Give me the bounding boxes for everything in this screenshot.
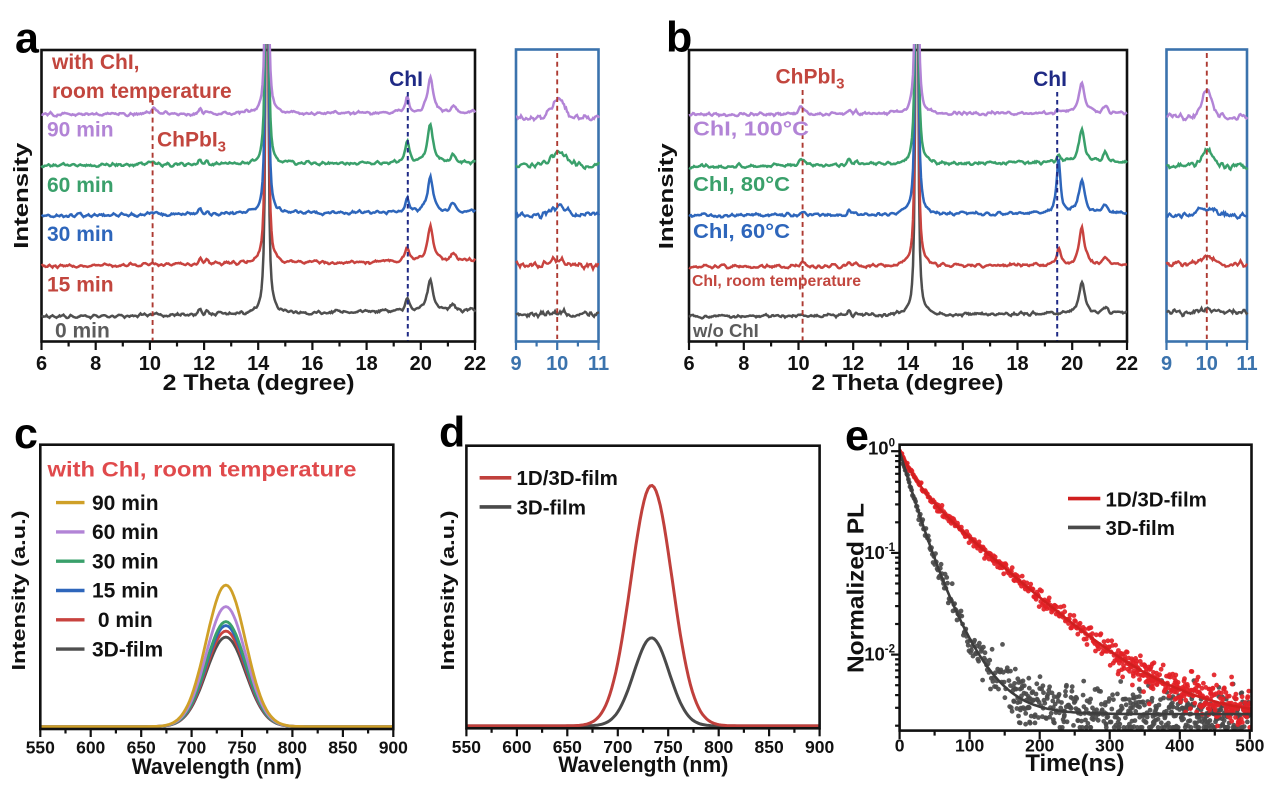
svg-text:Intensity: Intensity xyxy=(656,142,678,249)
svg-text:300: 300 xyxy=(1095,736,1124,756)
svg-text:550: 550 xyxy=(26,738,55,758)
svg-text:15 min: 15 min xyxy=(47,273,114,296)
svg-text:10: 10 xyxy=(139,353,161,375)
svg-text:ChI, 100°C: ChI, 100°C xyxy=(693,117,809,140)
svg-text:w/o ChI: w/o ChI xyxy=(692,320,759,341)
svg-text:1D/3D-film: 1D/3D-film xyxy=(1106,488,1207,511)
svg-text:2 Theta (degree): 2 Theta (degree) xyxy=(163,370,355,395)
svg-text:d: d xyxy=(439,409,465,457)
svg-text:3D-film: 3D-film xyxy=(1106,517,1175,540)
svg-text:10-1: 10-1 xyxy=(864,542,895,563)
svg-text:90 min: 90 min xyxy=(47,119,114,142)
svg-text:c: c xyxy=(14,410,38,458)
svg-text:e: e xyxy=(845,412,869,460)
svg-text:18: 18 xyxy=(1006,353,1028,375)
svg-text:with ChI, room temperature: with ChI, room temperature xyxy=(46,459,356,482)
svg-text:30 min: 30 min xyxy=(92,550,159,573)
svg-text:20: 20 xyxy=(1061,353,1083,375)
svg-text:200: 200 xyxy=(1025,736,1054,756)
svg-text:Wavelength (nm): Wavelength (nm) xyxy=(558,752,728,777)
svg-text:11: 11 xyxy=(1236,353,1257,375)
svg-text:700: 700 xyxy=(177,738,206,758)
svg-text:650: 650 xyxy=(127,738,156,758)
svg-text:Intensity (a.u.): Intensity (a.u.) xyxy=(9,511,29,671)
svg-text:Wavelength (nm): Wavelength (nm) xyxy=(132,754,302,779)
svg-text:room temperature: room temperature xyxy=(52,80,232,103)
svg-text:650: 650 xyxy=(553,737,582,757)
svg-text:600: 600 xyxy=(502,737,531,757)
svg-text:1D/3D-film: 1D/3D-film xyxy=(517,467,618,490)
svg-text:9: 9 xyxy=(1161,353,1172,375)
svg-text:30 min: 30 min xyxy=(47,223,114,246)
svg-text:with ChI,: with ChI, xyxy=(51,51,140,74)
svg-text:ChI: ChI xyxy=(1033,68,1067,91)
svg-text:90 min: 90 min xyxy=(92,492,159,515)
svg-text:16: 16 xyxy=(952,353,974,375)
svg-text:550: 550 xyxy=(452,737,481,757)
svg-text:9: 9 xyxy=(510,353,521,375)
svg-text:ChI: ChI xyxy=(389,68,423,91)
svg-text:60 min: 60 min xyxy=(92,521,159,544)
svg-text:3D-film: 3D-film xyxy=(92,638,163,661)
svg-text:600: 600 xyxy=(76,738,105,758)
svg-text:900: 900 xyxy=(805,737,834,757)
svg-text:8: 8 xyxy=(738,353,749,375)
svg-text:15 min: 15 min xyxy=(92,580,159,603)
svg-text:16: 16 xyxy=(301,353,323,375)
svg-text:Intensity (a.u.): Intensity (a.u.) xyxy=(438,511,458,671)
svg-text:11: 11 xyxy=(588,353,609,375)
svg-text:12: 12 xyxy=(842,353,864,375)
svg-text:ChPbI3: ChPbI3 xyxy=(157,129,226,156)
svg-text:10: 10 xyxy=(787,353,809,375)
svg-text:800: 800 xyxy=(278,738,307,758)
svg-text:100: 100 xyxy=(868,438,895,459)
svg-text:10: 10 xyxy=(546,353,568,375)
svg-text:700: 700 xyxy=(603,737,632,757)
svg-text:14: 14 xyxy=(247,353,270,375)
svg-text:10: 10 xyxy=(1196,353,1218,375)
svg-text:3D-film: 3D-film xyxy=(517,496,586,519)
svg-text:750: 750 xyxy=(227,738,256,758)
svg-text:a: a xyxy=(15,15,40,63)
svg-text:ChPbI3: ChPbI3 xyxy=(775,66,844,93)
svg-text:850: 850 xyxy=(328,738,357,758)
svg-text:0 min: 0 min xyxy=(55,320,110,343)
svg-text:22: 22 xyxy=(464,353,486,375)
svg-text:b: b xyxy=(666,14,692,62)
svg-text:ChI, 60°C: ChI, 60°C xyxy=(693,220,790,243)
svg-text:0 min: 0 min xyxy=(92,609,153,632)
svg-text:900: 900 xyxy=(379,738,408,758)
svg-text:400: 400 xyxy=(1165,736,1194,756)
svg-text:22: 22 xyxy=(1116,353,1138,375)
svg-text:12: 12 xyxy=(193,353,215,375)
svg-text:20: 20 xyxy=(410,353,432,375)
svg-text:60 min: 60 min xyxy=(47,174,114,197)
svg-text:Time(ns): Time(ns) xyxy=(1025,750,1124,777)
svg-text:2 Theta (degree): 2 Theta (degree) xyxy=(812,370,1004,395)
svg-text:ChI, 80°C: ChI, 80°C xyxy=(693,173,790,196)
svg-text:0: 0 xyxy=(895,736,905,756)
svg-text:100: 100 xyxy=(955,736,984,756)
svg-text:Normalized PL: Normalized PL xyxy=(843,503,869,673)
svg-text:ChI, room temperature: ChI, room temperature xyxy=(692,273,861,290)
svg-text:8: 8 xyxy=(90,353,101,375)
svg-text:10-2: 10-2 xyxy=(864,644,895,665)
svg-text:18: 18 xyxy=(355,353,377,375)
svg-text:500: 500 xyxy=(1235,736,1264,756)
svg-text:6: 6 xyxy=(36,353,47,375)
svg-text:14: 14 xyxy=(897,353,920,375)
svg-text:6: 6 xyxy=(683,353,694,375)
svg-text:750: 750 xyxy=(654,737,683,757)
svg-text:Intensity: Intensity xyxy=(11,142,33,249)
svg-text:850: 850 xyxy=(754,737,783,757)
svg-text:800: 800 xyxy=(704,737,733,757)
